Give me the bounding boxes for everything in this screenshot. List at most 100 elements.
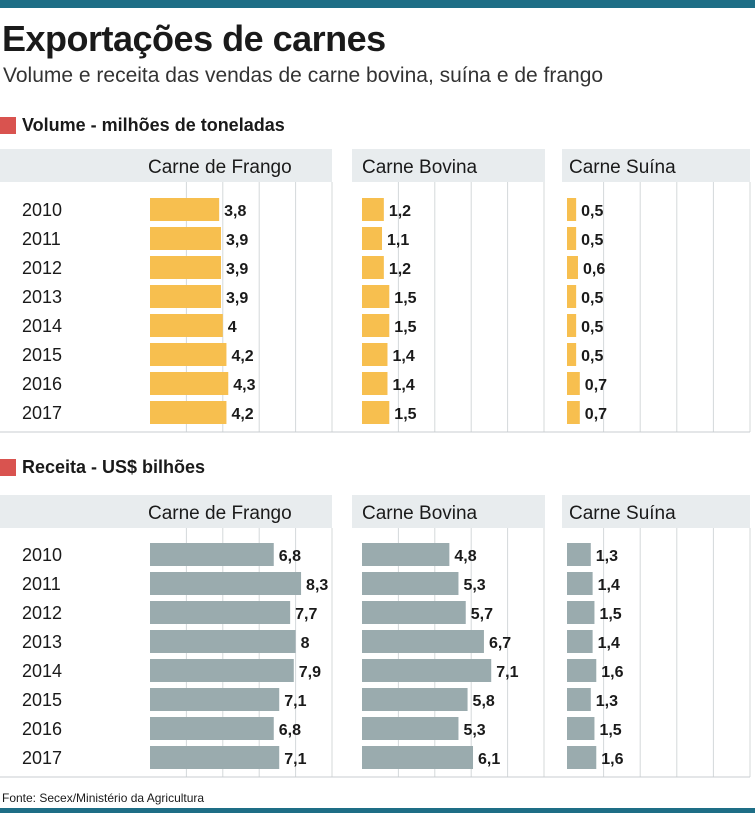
year-label: 2013 — [22, 287, 62, 307]
bar — [362, 659, 492, 682]
bar-value-label: 5,3 — [463, 722, 485, 739]
bar — [567, 572, 593, 595]
bar-value-label: 8,3 — [306, 577, 328, 594]
year-label: 2011 — [22, 229, 61, 249]
bar-value-label: 1,5 — [394, 319, 416, 336]
bar-value-label: 1,2 — [389, 203, 411, 220]
bar — [150, 198, 220, 221]
bar-value-label: 7,9 — [299, 664, 321, 681]
bar — [362, 372, 388, 395]
bar — [567, 372, 580, 395]
section-title-receita: Receita - US$ bilhões — [0, 455, 205, 479]
panel-header-bg — [352, 495, 545, 528]
year-label: 2016 — [22, 719, 62, 739]
panel-header-bg — [562, 495, 750, 528]
bar-value-label: 4 — [228, 319, 237, 336]
panel-header-bg — [562, 149, 750, 182]
bar-value-label: 8 — [301, 635, 310, 652]
bar-value-label: 3,9 — [226, 261, 248, 278]
bar-value-label: 1,4 — [598, 577, 620, 594]
bar-value-label: 5,8 — [473, 693, 495, 710]
year-label: 2017 — [22, 748, 62, 768]
bar-value-label: 1,5 — [394, 406, 416, 423]
panel-header-bg — [352, 149, 545, 182]
bar-value-label: 0,5 — [581, 348, 603, 365]
bar — [150, 601, 291, 624]
bar-value-label: 1,1 — [387, 232, 409, 249]
section-marker-icon — [0, 116, 16, 134]
panel-header-label: Carne de Frango — [148, 157, 292, 178]
top-accent-bar — [0, 0, 755, 8]
year-label: 2015 — [22, 345, 62, 365]
bar — [567, 401, 580, 424]
bar-value-label: 1,3 — [596, 548, 618, 565]
bar — [567, 285, 577, 308]
bar-value-label: 0,7 — [585, 377, 607, 394]
bar-value-label: 7,1 — [496, 664, 518, 681]
bar — [150, 372, 229, 395]
bar-value-label: 0,5 — [581, 290, 603, 307]
panel-header-label: Carne Bovina — [362, 157, 478, 178]
year-label: 2012 — [22, 258, 62, 278]
bar-value-label: 0,5 — [581, 319, 603, 336]
bar — [150, 314, 223, 337]
bar — [567, 746, 597, 769]
bar-value-label: 1,6 — [601, 664, 623, 681]
bar-value-label: 6,7 — [489, 635, 511, 652]
bar-value-label: 7,7 — [295, 606, 317, 623]
bar-value-label: 0,6 — [583, 261, 605, 278]
panel-header-label: Carne de Frango — [148, 503, 292, 524]
bar — [362, 688, 468, 711]
section-title-receita-text: Receita - US$ bilhões — [22, 456, 206, 477]
bar — [567, 630, 593, 653]
bar — [362, 401, 390, 424]
page-subtitle: Volume e receita das vendas de carne bov… — [3, 64, 604, 87]
bar-value-label: 4,2 — [231, 406, 253, 423]
bar — [567, 314, 577, 337]
bar-value-label: 3,9 — [226, 290, 248, 307]
bar — [362, 227, 383, 250]
bar-value-label: 1,3 — [596, 693, 618, 710]
page-title: Exportações de carnes — [2, 18, 386, 59]
year-label: 2014 — [22, 316, 62, 336]
bar-value-label: 4,8 — [454, 548, 476, 565]
panel-header-bg — [0, 149, 332, 182]
bar — [362, 314, 390, 337]
bar-value-label: 6,1 — [478, 751, 500, 768]
bar — [150, 543, 274, 566]
section-marker-icon — [0, 458, 16, 476]
bar — [567, 256, 578, 279]
bar — [362, 630, 484, 653]
panel-header-label: Carne Suína — [569, 157, 676, 178]
bar — [150, 688, 280, 711]
panel-header-bg — [0, 495, 332, 528]
bar-value-label: 5,3 — [463, 577, 485, 594]
year-label: 2013 — [22, 632, 62, 652]
bar-value-label: 1,4 — [392, 348, 414, 365]
year-label: 2011 — [22, 574, 61, 594]
bar-value-label: 1,4 — [392, 377, 414, 394]
bar — [150, 343, 227, 366]
section-title-volume-text: Volume - milhões de toneladas — [22, 114, 285, 135]
bar — [362, 198, 384, 221]
bar — [567, 343, 577, 366]
year-label: 2010 — [22, 200, 62, 220]
bar — [362, 746, 474, 769]
bar — [150, 227, 221, 250]
panel-header-label: Carne Suína — [569, 503, 676, 524]
bar — [567, 659, 597, 682]
bar — [567, 688, 591, 711]
bar — [150, 285, 221, 308]
panel-header-label: Carne Bovina — [362, 503, 478, 524]
bar-value-label: 0,5 — [581, 232, 603, 249]
section-title-volume: Volume - milhões de toneladas — [0, 113, 285, 137]
bar-value-label: 5,7 — [471, 606, 493, 623]
bar — [567, 227, 577, 250]
bar — [150, 572, 302, 595]
bar — [362, 256, 384, 279]
bottom-accent-bar — [0, 808, 755, 813]
year-label: 2016 — [22, 374, 62, 394]
bar — [362, 717, 459, 740]
bar-value-label: 0,7 — [585, 406, 607, 423]
